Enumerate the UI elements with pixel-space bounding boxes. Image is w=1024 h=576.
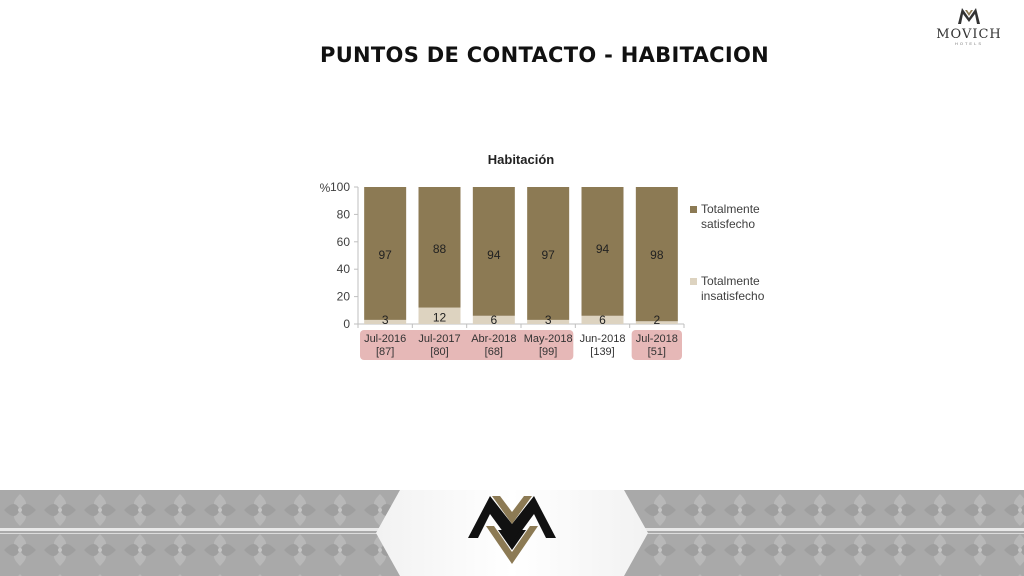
category-label: Jul-2017 <box>418 333 460 345</box>
bar-insatisfecho <box>635 321 678 324</box>
chart-title: Habitación <box>488 152 555 167</box>
sample-size-label: [51] <box>648 346 666 358</box>
bar-insatisfecho <box>418 307 461 324</box>
sample-size-label: [99] <box>539 346 557 358</box>
y-tick-label: 20 <box>337 290 351 304</box>
data-label-insatisfecho: 3 <box>545 313 552 327</box>
data-label-insatisfecho: 6 <box>490 313 497 327</box>
bar-satisfecho <box>364 187 407 320</box>
data-label-satisfecho: 88 <box>433 242 447 256</box>
data-label-satisfecho: 97 <box>541 248 555 262</box>
category-label: Jun-2018 <box>580 333 626 345</box>
data-label-insatisfecho: 6 <box>599 313 606 327</box>
data-label-insatisfecho: 2 <box>653 313 660 327</box>
legend-label-insatisfecho: Totalmente <box>701 274 760 288</box>
data-label-satisfecho: 97 <box>378 248 392 262</box>
y-tick-label: 80 <box>337 207 351 221</box>
category-highlight <box>360 330 574 360</box>
sample-size-label: [87] <box>376 346 394 358</box>
y-tick-label: 0 <box>343 317 350 331</box>
data-label-satisfecho: 94 <box>596 242 610 256</box>
data-label-satisfecho: 94 <box>487 248 501 262</box>
footer-banner <box>0 490 1024 576</box>
y-tick-label: 60 <box>337 235 351 249</box>
sample-size-label: [68] <box>485 346 503 358</box>
bar-satisfecho <box>635 187 678 322</box>
y-axis-unit: % <box>320 181 331 195</box>
bar-insatisfecho <box>364 319 407 324</box>
category-label: Abr-2018 <box>471 333 516 345</box>
page-title: PUNTOS DE CONTACTO - HABITACION <box>320 43 769 67</box>
legend-label-insatisfecho-line2: insatisfecho <box>701 289 765 303</box>
movich-footer-mark-icon <box>468 496 556 564</box>
data-label-insatisfecho: 12 <box>433 311 447 325</box>
bar-insatisfecho <box>527 319 570 324</box>
bar-insatisfecho <box>472 315 515 324</box>
bar-satisfecho <box>472 187 515 316</box>
category-label: Jul-2018 <box>636 333 678 345</box>
bar-satisfecho <box>418 187 461 308</box>
legend-swatch-satisfecho <box>690 206 697 213</box>
y-tick-label: 100 <box>330 180 350 194</box>
data-label-insatisfecho: 3 <box>382 313 389 327</box>
category-highlight <box>631 330 682 360</box>
sample-size-label: [139] <box>590 346 614 358</box>
y-tick-label: 40 <box>337 262 351 276</box>
chart-svg: Habitación 0 20 40 60 80 100% 97 3 Jul-2016[87] 88… <box>320 152 765 360</box>
bar-satisfecho <box>527 187 570 320</box>
chart: Habitación 0 20 40 60 80 100% 97 3 Jul-2016 [87] 88… <box>300 140 800 370</box>
category-label: May-2018 <box>524 333 573 345</box>
movich-mark-icon <box>958 8 980 24</box>
bar-insatisfecho <box>581 315 624 324</box>
bar-satisfecho <box>581 187 624 316</box>
category-label: Jul-2016 <box>364 333 406 345</box>
logo-brand: MOVICH <box>936 27 1002 42</box>
sample-size-label: [80] <box>430 346 448 358</box>
legend-label-satisfecho: Totalmente <box>701 202 760 216</box>
legend-label-satisfecho-line2: satisfecho <box>701 217 755 231</box>
legend-swatch-insatisfecho <box>690 278 697 285</box>
data-label-satisfecho: 98 <box>650 248 664 262</box>
movich-logo: MOVICH HOTELS <box>934 6 1004 46</box>
logo-subtitle: HOTELS <box>954 41 983 46</box>
